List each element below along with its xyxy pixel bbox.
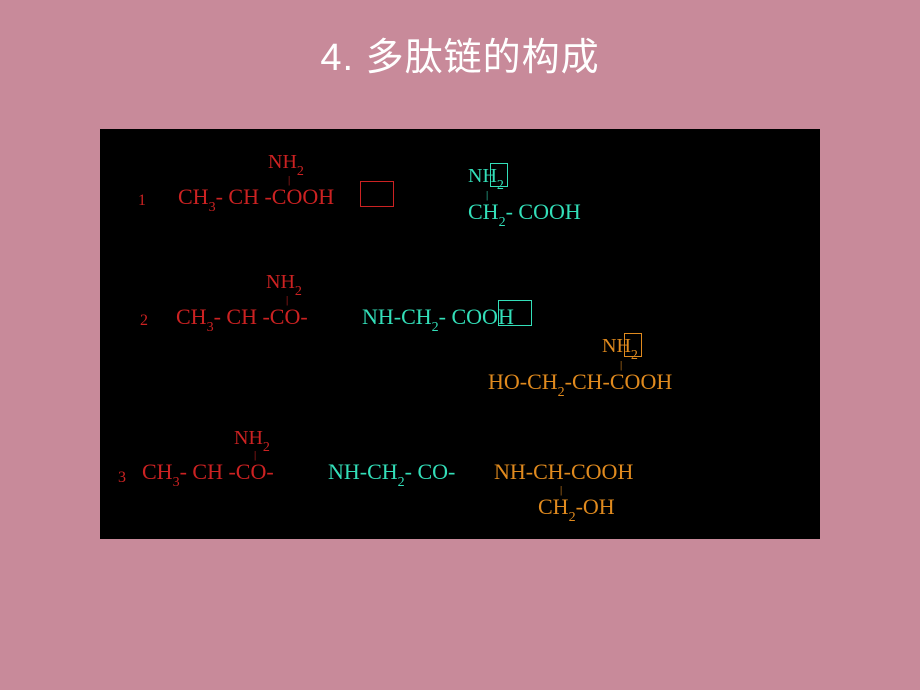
row-number: 3	[118, 469, 126, 487]
formula-fragment: HO-CH2-CH-COOH	[488, 369, 672, 399]
slide-title: 4. 多肽链的构成	[0, 0, 920, 129]
highlight-box	[498, 300, 532, 326]
formula-fragment: NH2	[268, 151, 304, 178]
formula-fragment: NH-CH-COOH	[494, 459, 633, 485]
formula-fragment: NH2	[234, 427, 270, 454]
formula-fragment: CH2-OH	[538, 494, 615, 524]
highlight-box	[360, 181, 394, 207]
formula-fragment: CH3- CH -COOH	[178, 184, 334, 214]
formula-fragment: NH-CH2- COOH	[362, 304, 514, 334]
formula-fragment: NH2	[266, 271, 302, 298]
row-number: 1	[138, 192, 146, 210]
formula-fragment: CH3- CH -CO-	[142, 459, 274, 489]
highlight-box	[490, 163, 508, 187]
highlight-box	[624, 333, 642, 357]
formula-diagram: 1NH2|CH3- CH -COOHNH2|CH2- COOH2NH2|CH3-…	[100, 129, 820, 539]
formula-fragment: NH-CH2- CO-	[328, 459, 455, 489]
row-number: 2	[140, 312, 148, 330]
formula-fragment: CH2- COOH	[468, 199, 581, 229]
formula-fragment: CH3- CH -CO-	[176, 304, 308, 334]
